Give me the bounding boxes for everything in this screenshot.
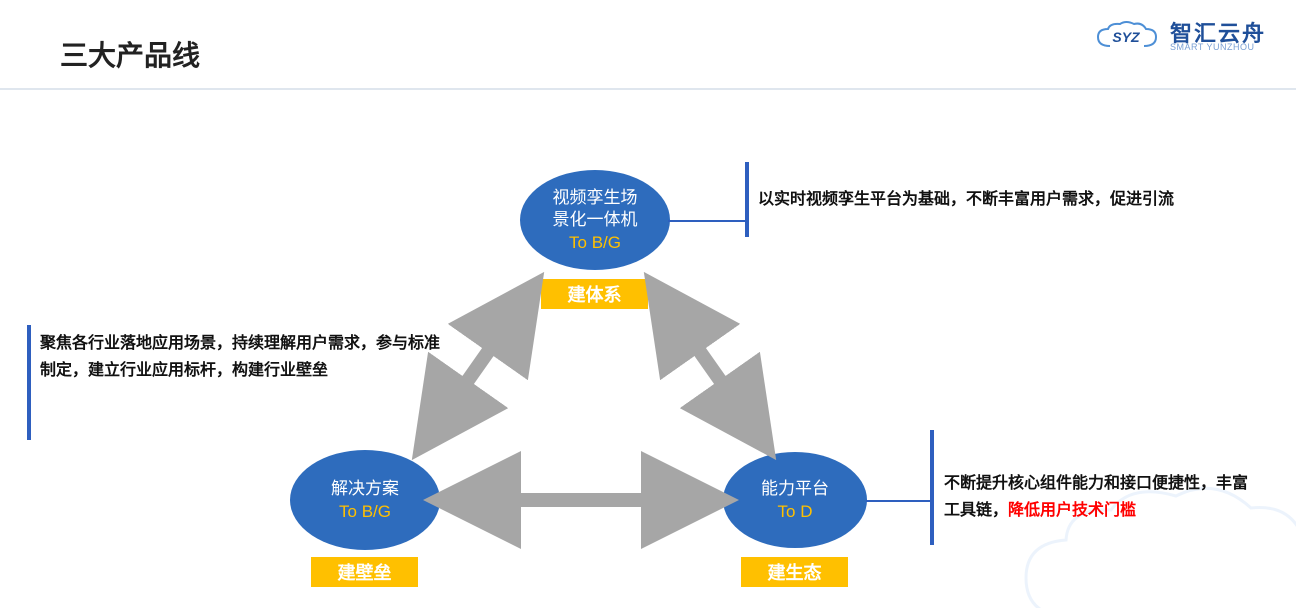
brand-logo: SYZ 智汇云舟 SMART YUNZHOU (1092, 20, 1266, 54)
page-title: 三大产品线 (60, 34, 200, 74)
logo-abbrev: SYZ (1112, 29, 1140, 45)
node-label: 景化一体机 (553, 209, 638, 231)
callout-connector (866, 500, 930, 502)
node-video-twin: 视频孪生场 景化一体机 To B/G (520, 170, 670, 270)
cloud-icon: SYZ (1092, 20, 1162, 54)
node-sub: To B/G (569, 233, 621, 253)
node-platform: 能力平台 To D (723, 452, 867, 548)
node-solution: 解决方案 To B/G (290, 450, 440, 550)
tag-top: 建体系 (541, 279, 648, 309)
callout-bar (745, 162, 749, 237)
desc-left: 聚焦各行业落地应用场景，持续理解用户需求，参与标准制定，建立行业应用标杆，构建行… (40, 330, 445, 384)
node-label: 视频孪生场 (553, 187, 638, 209)
logo-en: SMART YUNZHOU (1170, 43, 1266, 52)
node-label: 解决方案 (331, 478, 399, 500)
node-label: 能力平台 (761, 478, 829, 500)
callout-connector (668, 220, 745, 222)
title-underline (0, 88, 1296, 90)
callout-bar (27, 325, 31, 440)
desc-right-highlight: 降低用户技术门槛 (1008, 502, 1136, 519)
tag-left: 建壁垒 (311, 557, 418, 587)
desc-top: 以实时视频孪生平台为基础，不断丰富用户需求，促进引流 (758, 186, 1248, 213)
callout-bar (930, 430, 934, 545)
desc-right: 不断提升核心组件能力和接口便捷性，丰富工具链，降低用户技术门槛 (944, 470, 1254, 524)
node-sub: To B/G (339, 502, 391, 522)
tag-right: 建生态 (741, 557, 848, 587)
node-sub: To D (778, 502, 813, 522)
